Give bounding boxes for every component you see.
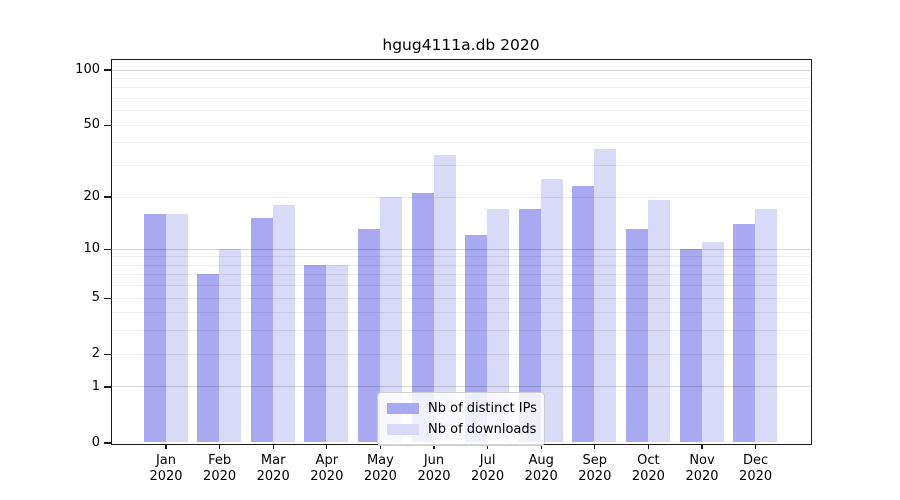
y-axis-tick xyxy=(104,196,111,198)
bar-ips-mar xyxy=(250,218,273,443)
bar-downloads-feb xyxy=(219,248,242,443)
x-axis-tick-label: Jun 2020 xyxy=(417,453,451,484)
bar-ips-dec xyxy=(733,223,756,443)
ips-swatch xyxy=(387,403,419,414)
bar-downloads-jan xyxy=(165,213,188,443)
legend-label-distinct-ips: Nb of distinct IPs xyxy=(428,401,537,416)
y-axis-tick-label: 100 xyxy=(75,62,100,78)
bar-ips-apr xyxy=(304,264,327,443)
legend-label-downloads: Nb of downloads xyxy=(428,422,537,437)
bar-ips-aug xyxy=(518,208,541,443)
x-axis-tick xyxy=(647,444,650,449)
y-axis-tick-label: 2 xyxy=(91,346,100,362)
plot-area xyxy=(110,58,812,445)
x-axis-tick xyxy=(701,444,703,449)
x-axis-tick-label: Jul 2020 xyxy=(471,453,505,484)
bar-ips-nov xyxy=(679,248,702,443)
bar-downloads-nov xyxy=(701,241,724,443)
y-axis-tick-label: 50 xyxy=(83,117,100,133)
bar-ips-jul xyxy=(465,235,488,443)
y-axis-tick xyxy=(104,124,111,126)
gridline-minor xyxy=(111,110,810,112)
bar-downloads-sep xyxy=(594,148,617,443)
y-axis-tick xyxy=(104,386,111,388)
x-axis-tick-label: Jan 2020 xyxy=(149,453,183,484)
x-axis-tick-label: Apr 2020 xyxy=(310,453,344,484)
x-axis-tick-label: May 2020 xyxy=(363,453,397,484)
x-axis-tick-label: Sep 2020 xyxy=(578,453,612,484)
x-axis-tick xyxy=(218,444,221,449)
bar-downloads-apr xyxy=(326,264,349,443)
x-axis-tick xyxy=(379,444,382,449)
gridline-minor xyxy=(111,87,810,89)
gridline-minor xyxy=(111,98,810,100)
x-axis-tick xyxy=(540,444,542,449)
y-axis-tick xyxy=(104,297,111,299)
legend-item-distinct-ips: Nb of distinct IPs xyxy=(387,398,537,419)
x-axis-tick xyxy=(326,444,328,449)
legend: Nb of distinct IPs Nb of downloads xyxy=(377,392,545,446)
y-axis-tick xyxy=(104,442,111,444)
gridline-minor xyxy=(111,142,810,144)
bar-downloads-mar xyxy=(272,204,295,443)
x-axis-tick-label: Oct 2020 xyxy=(631,453,665,484)
bar-ips-oct xyxy=(625,229,648,443)
bar-downloads-dec xyxy=(755,208,778,443)
x-axis-tick-label: Aug 2020 xyxy=(524,453,558,484)
x-axis-tick-label: Nov 2020 xyxy=(685,453,719,484)
bar-ips-jan xyxy=(143,213,166,443)
x-axis-tick xyxy=(486,444,489,449)
plot-inner xyxy=(111,60,810,443)
gridline-minor xyxy=(111,124,810,126)
bar-downloads-may xyxy=(379,196,402,443)
x-axis-tick xyxy=(433,444,435,449)
gridline-minor xyxy=(111,196,810,198)
x-axis-tick-label: Mar 2020 xyxy=(256,453,290,484)
gridline-minor xyxy=(111,78,810,80)
bar-downloads-aug xyxy=(540,179,563,443)
y-axis-tick-label: 0 xyxy=(91,435,100,450)
bar-ips-may xyxy=(357,229,380,443)
x-axis-tick-label: Feb 2020 xyxy=(203,453,237,484)
bar-ips-jun xyxy=(411,192,434,443)
x-axis-tick xyxy=(754,444,757,449)
x-axis-tick xyxy=(594,444,596,449)
downloads-swatch xyxy=(387,424,419,435)
y-axis-tick-label: 20 xyxy=(83,189,100,204)
y-axis-tick-label: 1 xyxy=(91,378,100,394)
x-axis-tick xyxy=(165,444,167,449)
bar-ips-sep xyxy=(572,185,595,443)
gridline-minor xyxy=(111,165,810,167)
y-axis-tick-label: 10 xyxy=(83,241,100,257)
legend-item-downloads: Nb of downloads xyxy=(387,419,537,440)
chart-title: hgug4111a.db 2020 xyxy=(382,36,540,54)
bar-downloads-oct xyxy=(647,200,670,443)
bar-ips-feb xyxy=(197,274,220,443)
x-axis-tick xyxy=(272,444,274,449)
y-axis-tick xyxy=(104,248,111,250)
bar-downloads-jun xyxy=(433,155,456,443)
x-axis-tick-label: Dec 2020 xyxy=(739,453,773,484)
y-axis-tick-label: 5 xyxy=(91,290,100,306)
gridline-major xyxy=(111,69,810,71)
y-axis-tick xyxy=(104,353,111,355)
y-axis-tick xyxy=(104,69,111,71)
bar-downloads-jul xyxy=(487,208,510,443)
